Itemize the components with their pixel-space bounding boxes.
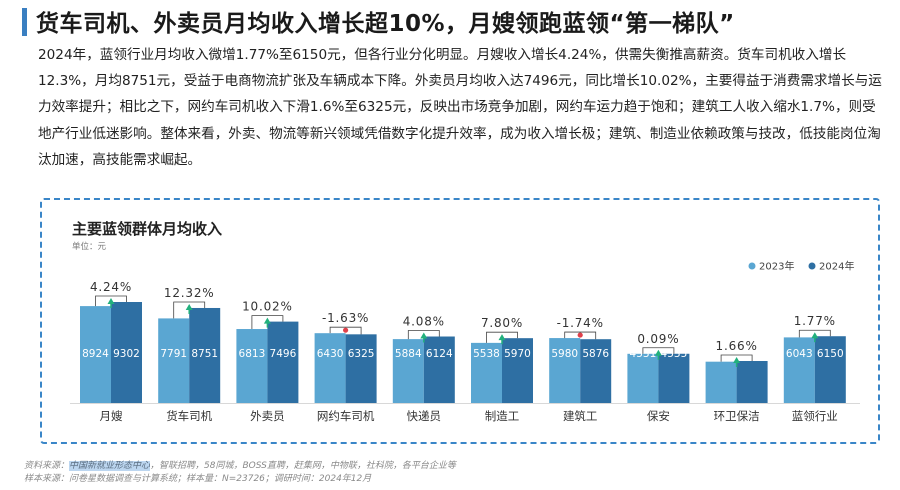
growth-down-marker [343,327,349,333]
data-label-2023: 8924 [82,348,109,360]
growth-label: 12.32% [164,286,215,300]
growth-up-arrow [811,332,819,339]
growth-down-marker [577,332,583,338]
legend-marker-2023 [748,262,756,270]
legend-marker-2024 [808,262,816,270]
growth-label: 10.02% [242,300,293,314]
bar-2023 [314,333,346,403]
category-label: 网约车司机 [317,409,375,423]
bar-2023 [627,353,659,403]
bar-2023 [80,306,111,403]
data-label-2023: 6430 [317,348,344,360]
growth-bracket [720,354,753,362]
category-label: 建筑工 [563,409,598,423]
bar-2024 [502,338,533,403]
bar-2024 [267,321,299,403]
growth-label: 0.09% [637,332,679,346]
data-label-2024: 6150 [817,348,844,360]
growth-bracket [798,329,831,338]
data-label-2023: 3805 [708,348,735,360]
source-line: 资料来源：中国新就业形态中心，智联招聘，58同城，BOSS直聘，赶集网，中物联，… [24,458,456,471]
category-label: 制造工 [485,409,520,423]
growth-label: -1.63% [322,311,369,325]
data-label-2023: 5884 [395,348,422,360]
data-label-2024: 6124 [426,348,453,360]
source-highlight[interactable]: 中国新就业形态中心 [69,461,151,471]
data-label-2024: 3868 [739,348,766,360]
growth-bracket [564,331,597,340]
sample-line: 样本来源：问卷星数据调查与计算系统；样本量：N=23726；调研时间：2024年… [24,474,372,484]
growth-label: 4.24% [90,280,132,294]
category-label: 蓝领行业 [792,409,838,423]
data-label-2024: 7496 [270,348,297,360]
bar-2023 [471,342,502,403]
data-label-2023: 4531 [630,348,657,360]
bar-2023 [549,338,581,403]
data-label-2023: 6043 [786,348,813,360]
page-title: 货车司机、外卖员月均收入增长超10%，月嫂领跑蓝领“第一梯队” [36,11,735,37]
category-label: 外卖员 [250,409,285,423]
bar-2023 [392,339,424,403]
growth-up-arrow [498,334,506,341]
growth-bracket [329,326,362,335]
growth-up-arrow [733,357,741,364]
growth-up-arrow [263,317,271,324]
bar-2024 [814,336,846,403]
data-label-2023: 6813 [239,348,266,360]
data-label-2024: 5970 [504,348,531,360]
data-label-2023: 5980 [551,348,578,360]
bar-2023 [158,318,190,403]
title-accent-bar [22,8,27,36]
growth-up-arrow [185,303,193,310]
category-label: 货车司机 [166,409,212,423]
growth-bracket [486,331,518,343]
data-label-2024: 9302 [113,348,140,360]
legend-label-2024: 2024年 [819,260,854,273]
summary-paragraph: 2024年，蓝领行业月均收入微增1.77%至6150元，但各行业分化明显。月嫂收… [38,47,882,168]
category-label: 快递员 [407,409,442,423]
bar-2023 [236,329,268,403]
data-label-2024: 5876 [582,348,609,360]
growth-up-arrow [654,349,662,356]
bar-2024 [423,336,455,403]
source-label: 资料来源： [24,461,70,471]
bar-2024 [580,339,612,403]
growth-label: -1.74% [557,316,604,330]
data-label-2023: 7791 [160,348,187,360]
category-label: 环卫保洁 [714,409,760,423]
growth-bracket [95,295,127,307]
category-label: 保安 [647,409,670,423]
chart-frame [40,198,880,444]
data-label-2024: 8751 [191,348,218,360]
bar-2024 [111,302,142,403]
bar-2024 [345,334,377,403]
bar-2024 [736,361,768,403]
data-label-2024: 4535 [661,348,688,360]
growth-label: 1.77% [794,314,836,328]
bar-2023 [783,337,815,403]
growth-label: 7.80% [481,316,523,330]
data-label-2023: 5538 [473,348,500,360]
bar-2024 [658,353,690,403]
growth-bracket [173,301,206,319]
legend-label-2023: 2023年 [759,260,794,273]
bar-2023 [705,361,737,403]
category-label: 月嫂 [100,409,123,423]
growth-bracket [407,330,440,340]
growth-up-arrow [420,332,428,339]
growth-bracket [642,347,675,354]
growth-label: 1.66% [716,339,758,353]
growth-up-arrow [107,298,115,304]
data-label-2024: 6325 [348,348,375,360]
source-rest: ，智联招聘，58同城，BOSS直聘，赶集网，中物联，社科院，各平台企业等 [150,461,456,471]
chart-unit-label: 单位：元 [72,242,107,252]
growth-label: 4.08% [403,315,445,329]
chart-title: 主要蓝领群体月均收入 [72,220,223,238]
bar-2024 [189,307,221,403]
growth-bracket [251,315,284,330]
